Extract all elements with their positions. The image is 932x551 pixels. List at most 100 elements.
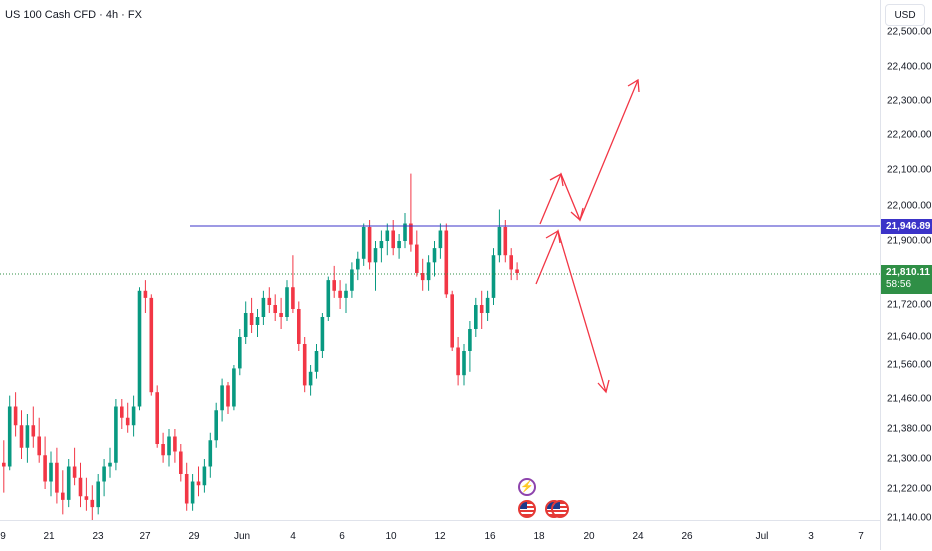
candle bbox=[367, 220, 372, 270]
y-tick-label: 22,400.00 bbox=[887, 61, 932, 73]
candlestick-chart bbox=[0, 78, 880, 520]
candle-body bbox=[102, 466, 106, 482]
candle-body bbox=[131, 406, 136, 426]
candle-body bbox=[415, 244, 419, 273]
candle-body bbox=[120, 406, 124, 418]
candle bbox=[13, 392, 18, 437]
candle bbox=[450, 290, 454, 351]
candle bbox=[19, 410, 24, 459]
candle bbox=[214, 402, 218, 448]
candle bbox=[314, 344, 319, 379]
lightning-event-icon[interactable]: ⚡ bbox=[518, 478, 536, 496]
projection-arrows[interactable] bbox=[535, 78, 640, 394]
candle-body bbox=[37, 436, 41, 456]
candle bbox=[273, 294, 277, 321]
y-tick-label: 22,000.00 bbox=[887, 200, 932, 212]
candle bbox=[326, 276, 331, 321]
candle-body bbox=[226, 385, 230, 407]
time-scale[interactable]: 9 21 23 27 29 Jun 4 6 10 12 16 18 20 24 26 Jul 3 7 bbox=[0, 520, 880, 551]
candle-body bbox=[285, 287, 289, 317]
x-tick-label: 12 bbox=[434, 531, 446, 542]
candle-body bbox=[356, 258, 360, 270]
candle bbox=[415, 230, 419, 277]
y-tick-label: 21,140.00 bbox=[887, 512, 932, 524]
upper-arrowhead-2 bbox=[570, 207, 584, 222]
candle-body bbox=[84, 496, 89, 500]
candle-body bbox=[509, 255, 513, 270]
candle-body bbox=[297, 309, 301, 344]
x-tick-label: 6 bbox=[339, 531, 345, 542]
candle bbox=[373, 241, 378, 291]
candle-body bbox=[468, 329, 472, 351]
candle bbox=[220, 378, 224, 422]
currency-selector[interactable]: USD bbox=[885, 4, 925, 26]
x-tick-label: 23 bbox=[92, 531, 104, 542]
candle-body bbox=[267, 297, 272, 305]
x-tick-label: 16 bbox=[484, 531, 496, 542]
candle bbox=[462, 344, 466, 386]
candle-body bbox=[302, 344, 307, 386]
candle-body bbox=[25, 425, 30, 448]
candle bbox=[125, 402, 130, 433]
x-tick-label: 27 bbox=[139, 531, 151, 542]
candle bbox=[261, 290, 266, 325]
candle-body bbox=[43, 455, 47, 482]
candle bbox=[161, 432, 165, 463]
candle-body bbox=[320, 317, 325, 351]
candle bbox=[131, 395, 136, 437]
candle bbox=[2, 440, 6, 493]
candle-body bbox=[232, 368, 236, 407]
candle bbox=[31, 406, 36, 448]
x-tick-label: 26 bbox=[681, 531, 693, 542]
candle bbox=[468, 321, 472, 372]
x-tick-label: 4 bbox=[290, 531, 296, 542]
y-tick-label: 21,560.00 bbox=[887, 359, 932, 371]
candle bbox=[102, 459, 106, 497]
candle bbox=[167, 429, 171, 467]
candle bbox=[385, 223, 390, 256]
candle bbox=[226, 382, 230, 414]
candle bbox=[361, 223, 366, 266]
candle bbox=[308, 365, 313, 396]
candle-body bbox=[479, 305, 484, 313]
candle bbox=[379, 230, 384, 263]
candle bbox=[120, 399, 124, 429]
bar-countdown: 58:56 bbox=[886, 279, 912, 290]
candle-body bbox=[249, 313, 254, 325]
symbol-title: US 100 Cash CFD · 4h · FX bbox=[5, 9, 142, 21]
candle-body bbox=[474, 305, 478, 329]
candle-body bbox=[403, 223, 407, 241]
candle bbox=[249, 297, 254, 333]
candle bbox=[43, 436, 47, 489]
candle bbox=[356, 251, 360, 281]
candle-body bbox=[243, 313, 248, 337]
candle-body bbox=[13, 406, 18, 426]
candle-body bbox=[397, 241, 401, 249]
candle-body bbox=[409, 223, 413, 245]
candle bbox=[403, 213, 407, 249]
candle-body bbox=[338, 290, 342, 298]
candle bbox=[279, 297, 283, 329]
candle-body bbox=[438, 230, 443, 249]
candle-body bbox=[196, 481, 201, 486]
y-tick-label: 21,640.00 bbox=[887, 331, 932, 343]
candle bbox=[37, 417, 41, 463]
chart-plot-area[interactable]: US 100 Cash CFD · 4h · FX ⚡ bbox=[0, 0, 880, 520]
y-tick-label: 22,100.00 bbox=[887, 164, 932, 176]
us-flag-event-icon[interactable] bbox=[518, 500, 536, 518]
candle bbox=[66, 459, 71, 508]
candle bbox=[143, 280, 148, 313]
candle-body bbox=[314, 351, 319, 372]
candle-body bbox=[202, 466, 207, 486]
candle-body bbox=[450, 294, 454, 348]
candle bbox=[173, 429, 177, 463]
candle-body bbox=[326, 280, 331, 317]
lower-path-arrow bbox=[535, 229, 607, 393]
candle bbox=[84, 477, 89, 511]
y-tick-label: 22,500.00 bbox=[887, 26, 932, 38]
candle-body bbox=[515, 269, 519, 273]
last-price-tag: 21,810.11 58:56 bbox=[881, 265, 932, 294]
candle-body bbox=[179, 451, 183, 474]
us-flag-event-icon[interactable] bbox=[551, 500, 569, 518]
candle-body bbox=[391, 230, 395, 249]
